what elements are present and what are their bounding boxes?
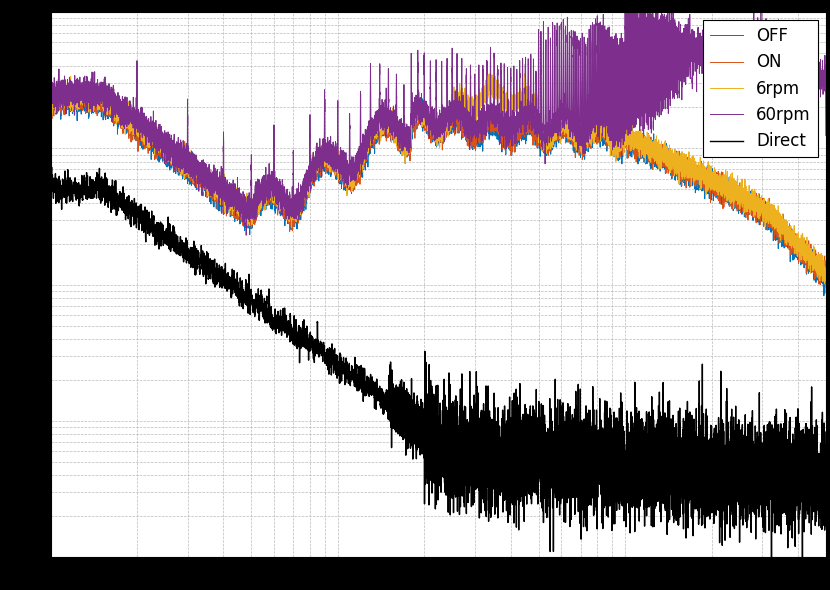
Line: OFF: OFF — [51, 86, 826, 296]
6rpm — [490, 70, 500, 77]
OFF — [46, 90, 56, 97]
6rpm — [46, 101, 56, 108]
6rpm — [453, 94, 463, 101]
OFF — [86, 97, 96, 104]
60rpm — [86, 91, 96, 98]
60rpm — [46, 40, 56, 47]
Direct — [161, 232, 171, 240]
6rpm — [86, 104, 96, 111]
60rpm — [517, 119, 527, 126]
Direct — [517, 463, 527, 470]
ON — [86, 83, 96, 90]
ON — [442, 124, 452, 131]
ON — [247, 222, 256, 229]
Direct — [821, 473, 830, 480]
Direct — [442, 421, 452, 428]
60rpm — [442, 101, 452, 108]
60rpm — [247, 163, 256, 171]
OFF — [517, 127, 527, 134]
Direct — [247, 286, 256, 293]
6rpm — [247, 209, 256, 216]
OFF — [66, 82, 76, 89]
Legend: OFF, ON, 6rpm, 60rpm, Direct: OFF, ON, 6rpm, 60rpm, Direct — [703, 20, 818, 157]
Direct — [798, 558, 808, 565]
60rpm — [160, 142, 170, 149]
OFF — [442, 117, 452, 124]
60rpm — [453, 117, 463, 124]
ON — [453, 113, 463, 120]
Line: 60rpm: 60rpm — [51, 0, 826, 235]
OFF — [453, 116, 463, 123]
Direct — [46, 196, 56, 204]
6rpm — [819, 280, 829, 287]
6rpm — [442, 117, 452, 124]
ON — [95, 79, 105, 86]
ON — [815, 281, 825, 289]
60rpm — [821, 132, 830, 139]
Line: Direct: Direct — [51, 167, 826, 562]
Line: ON: ON — [51, 83, 826, 285]
ON — [517, 120, 527, 127]
ON — [161, 143, 171, 150]
Line: 6rpm: 6rpm — [51, 73, 826, 284]
Direct — [86, 181, 96, 188]
OFF — [247, 224, 256, 231]
ON — [46, 91, 56, 98]
6rpm — [517, 93, 527, 100]
OFF — [821, 274, 830, 281]
6rpm — [160, 142, 170, 149]
60rpm — [242, 232, 251, 239]
ON — [821, 273, 830, 280]
6rpm — [821, 278, 830, 286]
Direct — [453, 440, 463, 447]
Direct — [46, 163, 56, 171]
OFF — [161, 155, 171, 162]
OFF — [819, 292, 829, 299]
